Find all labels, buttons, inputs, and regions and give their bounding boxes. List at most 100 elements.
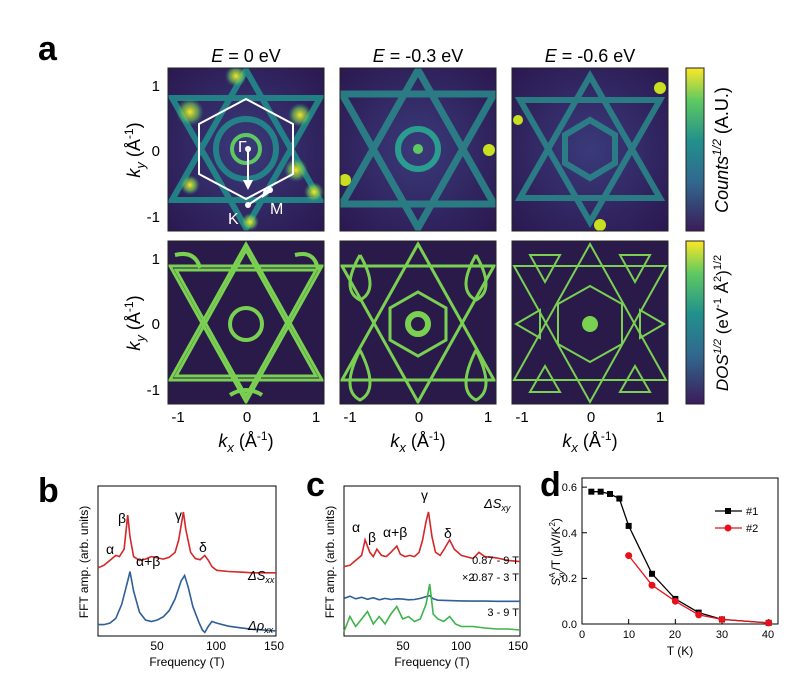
svg-text:-1: -1 bbox=[147, 209, 160, 226]
peak-labels-c: α β α+β γ δ bbox=[352, 487, 452, 545]
legend-c-3: 3 - 9 T bbox=[487, 607, 519, 619]
svg-text:100: 100 bbox=[451, 639, 471, 653]
k-point-label: K bbox=[228, 211, 239, 228]
series-line-1 bbox=[97, 511, 276, 574]
svg-text:-1: -1 bbox=[515, 409, 528, 426]
panel-label-c: c bbox=[306, 466, 325, 504]
legend-d: #1 #2 bbox=[715, 506, 758, 535]
svg-text:1: 1 bbox=[152, 251, 160, 268]
svg-text:0.6: 0.6 bbox=[562, 482, 577, 494]
svg-text:0.4: 0.4 bbox=[562, 528, 577, 540]
svg-text:-1: -1 bbox=[171, 409, 184, 426]
title-c: ΔSxy bbox=[483, 496, 511, 513]
panel-label-b: b bbox=[38, 472, 59, 510]
svg-text:β: β bbox=[118, 510, 126, 526]
svg-text:0.2: 0.2 bbox=[562, 573, 577, 585]
svg-text:1: 1 bbox=[312, 409, 320, 426]
panel-label-a: a bbox=[38, 30, 58, 68]
panel-d: d 0.0 0.2 0.4 0.6 0 10 20 30 40 T (K) SA… bbox=[540, 466, 779, 658]
data-point-2 bbox=[648, 581, 656, 589]
legend-c-1: 0.87 - 9 T bbox=[472, 555, 519, 567]
dos-map-e03 bbox=[340, 241, 496, 404]
svg-text:1: 1 bbox=[484, 409, 492, 426]
svg-text:20: 20 bbox=[669, 629, 681, 641]
data-point-2 bbox=[671, 597, 679, 605]
legend-c-scale: ×2 bbox=[462, 572, 475, 584]
svg-text:40: 40 bbox=[762, 629, 774, 641]
legend-marker-1 bbox=[725, 508, 731, 514]
series-group-b bbox=[97, 511, 277, 634]
data-point-1 bbox=[597, 488, 604, 495]
svg-text:50: 50 bbox=[396, 639, 410, 653]
y-ticks-d: 0.0 0.2 0.4 0.6 bbox=[562, 482, 577, 631]
svg-text:150: 150 bbox=[508, 639, 528, 653]
data-point-1 bbox=[616, 495, 623, 502]
x-label-d: T (K) bbox=[667, 644, 693, 658]
svg-text:α+β: α+β bbox=[383, 524, 407, 540]
legend-label-1: #1 bbox=[746, 506, 758, 518]
series-group-d bbox=[588, 488, 773, 627]
panel-c: c 50 100 150 Frequency (T) FFT amp. (arb… bbox=[306, 466, 528, 669]
panel-label-d: d bbox=[540, 466, 561, 504]
x-label-b: Frequency (T) bbox=[149, 655, 224, 669]
legend-label-2: #2 bbox=[746, 523, 758, 535]
colorbar-counts bbox=[685, 67, 705, 232]
col-title-3: E = -0.6 eV bbox=[545, 46, 636, 66]
colorbar-dos bbox=[685, 240, 705, 405]
svg-text:150: 150 bbox=[264, 639, 284, 653]
ky-ticks-bottom: 1 0 -1 bbox=[147, 251, 160, 399]
legend-marker-2 bbox=[724, 524, 732, 532]
svg-text:0: 0 bbox=[152, 143, 160, 160]
ky-label-top: ky (Å-1) bbox=[122, 122, 148, 177]
legend-drhoxx: Δρxx bbox=[247, 618, 274, 635]
col-title-2: E = -0.3 eV bbox=[373, 46, 464, 66]
plot-frame-d bbox=[581, 477, 779, 625]
data-point-1 bbox=[625, 522, 632, 529]
peak-labels-b: α β α+β γ δ bbox=[106, 507, 207, 569]
svg-text:-1: -1 bbox=[343, 409, 356, 426]
data-point-2 bbox=[765, 619, 773, 627]
series-line-2 bbox=[628, 555, 769, 624]
svg-text:50: 50 bbox=[150, 639, 164, 653]
svg-text:0: 0 bbox=[587, 409, 595, 426]
col-title-1: E = 0 eV bbox=[211, 46, 281, 66]
svg-text:α: α bbox=[106, 541, 114, 557]
data-point-1 bbox=[588, 488, 595, 495]
svg-text:0: 0 bbox=[579, 629, 585, 641]
ky-ticks-top: 1 0 -1 bbox=[147, 78, 160, 226]
colorbar-counts-label: Counts1/2 (A.U.) bbox=[710, 87, 732, 213]
series-line-2 bbox=[343, 594, 520, 603]
svg-text:0: 0 bbox=[243, 409, 251, 426]
panel-a: a E = 0 eV E = -0.3 eV E = -0.6 eV Γ K M bbox=[38, 30, 732, 455]
arpes-map-e06 bbox=[512, 68, 668, 231]
x-label-c: Frequency (T) bbox=[394, 655, 469, 669]
gamma-label: Γ bbox=[238, 139, 247, 156]
svg-text:δ: δ bbox=[199, 539, 207, 555]
plot-frame-b bbox=[97, 485, 277, 637]
colorbar-dos-label: DOS1/2 (eV-1 Å2)1/2 bbox=[712, 255, 732, 391]
legend-c-2: 0.87 - 3 T bbox=[472, 572, 519, 584]
series-line-1 bbox=[591, 491, 769, 624]
dos-map-e06 bbox=[512, 241, 668, 404]
series-line-2 bbox=[98, 571, 277, 634]
svg-text:α+β: α+β bbox=[136, 553, 160, 569]
svg-text:β: β bbox=[368, 529, 376, 545]
dos-map-e0 bbox=[168, 241, 324, 404]
svg-text:-1: -1 bbox=[147, 382, 160, 399]
svg-text:γ: γ bbox=[421, 487, 428, 503]
kx-ticks: -1 0 1 -1 0 1 -1 0 1 bbox=[171, 409, 664, 426]
kx-label-2: kx (Å-1) bbox=[390, 429, 445, 455]
svg-text:1: 1 bbox=[656, 409, 664, 426]
y-label-b: FFT amp. (arb. units) bbox=[77, 506, 91, 618]
kx-label-3: kx (Å-1) bbox=[562, 429, 617, 455]
x-ticks-d: 0 10 20 30 40 bbox=[579, 629, 774, 641]
svg-text:δ: δ bbox=[444, 525, 452, 541]
legend-dsxx: ΔSxx bbox=[247, 568, 275, 585]
svg-text:30: 30 bbox=[716, 629, 728, 641]
data-point-2 bbox=[695, 611, 703, 619]
series-group-c bbox=[343, 511, 521, 632]
svg-text:0: 0 bbox=[415, 409, 423, 426]
svg-text:0: 0 bbox=[152, 316, 160, 333]
svg-text:γ: γ bbox=[175, 507, 182, 523]
data-point-1 bbox=[649, 570, 655, 577]
